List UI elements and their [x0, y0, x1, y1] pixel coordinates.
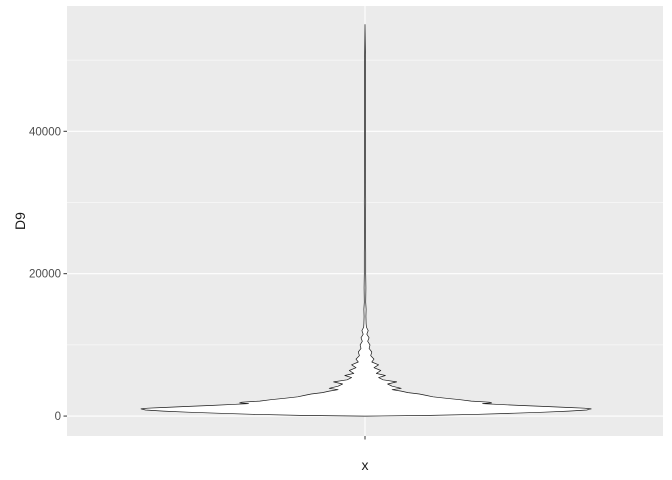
y-tick-label: 0 — [55, 411, 61, 423]
x-axis-title: x — [362, 457, 369, 473]
y-tick-label: 40000 — [29, 126, 61, 138]
y-axis: 0 20000 40000 — [29, 126, 67, 423]
violin-shape — [140, 24, 592, 417]
violin-layer — [140, 24, 592, 417]
y-axis-title: D9 — [12, 212, 28, 230]
y-tick-label: 20000 — [29, 269, 61, 281]
